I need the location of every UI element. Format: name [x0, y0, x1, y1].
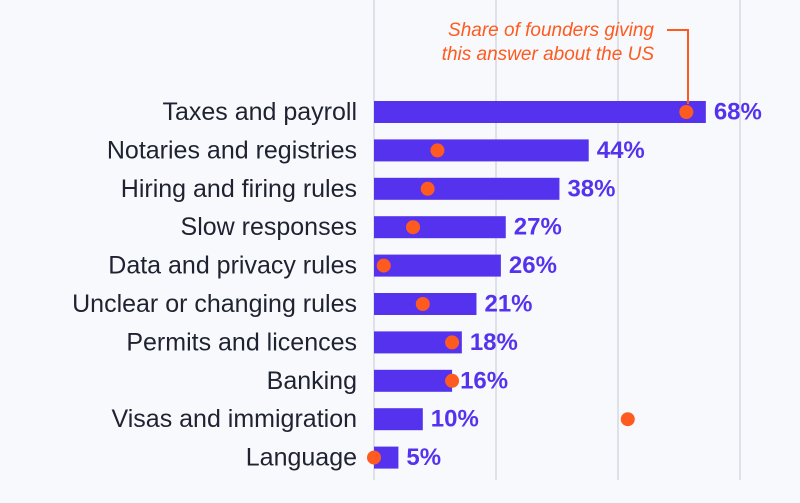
category-label: Banking — [267, 367, 357, 395]
us-dot — [445, 373, 460, 388]
category-label: Unclear or changing rules — [72, 290, 357, 318]
bar — [374, 446, 399, 469]
bar — [374, 216, 506, 239]
annotation-text-line-2: this answer about the US — [442, 44, 655, 65]
value-label: 16% — [460, 367, 508, 394]
us-dot — [376, 258, 391, 273]
value-label: 27% — [514, 214, 562, 241]
bar — [374, 331, 462, 354]
category-label: Permits and licences — [126, 328, 357, 356]
value-label: 26% — [509, 252, 557, 279]
category-label: Notaries and registries — [107, 136, 357, 164]
category-label: Data and privacy rules — [108, 252, 357, 280]
us-dot — [415, 297, 430, 311]
grid-layer — [373, 0, 741, 480]
bar — [374, 408, 423, 431]
us-dot — [367, 450, 381, 465]
value-label: 10% — [431, 406, 479, 433]
value-label: 5% — [406, 444, 441, 471]
bar-layer: Taxes and payroll 68% Notaries and registr… — [72, 98, 762, 472]
value-label: 44% — [597, 137, 645, 164]
bar — [374, 177, 560, 200]
annotation: Share of founders giving this answer abo… — [442, 20, 689, 104]
us-dot — [406, 220, 421, 235]
annotation-leader-line — [667, 29, 689, 104]
category-label: Slow responses — [181, 213, 357, 241]
value-label: 21% — [484, 291, 532, 318]
us-dot — [420, 181, 435, 196]
us-dot — [430, 143, 445, 158]
category-label: Taxes and payroll — [162, 98, 357, 126]
category-label: Hiring and firing rules — [121, 175, 357, 203]
category-label: Visas and immigration — [112, 405, 357, 433]
annotation-text-line-1: Share of founders giving — [448, 20, 654, 41]
value-label: 18% — [470, 329, 518, 356]
us-dot — [679, 105, 694, 119]
bar — [374, 369, 453, 392]
us-dot — [445, 335, 460, 350]
bar — [374, 254, 501, 277]
category-label: Language — [246, 444, 357, 472]
value-label: 38% — [567, 175, 615, 202]
bar — [374, 139, 589, 162]
bar — [374, 101, 706, 123]
us-dot — [620, 412, 635, 427]
value-label: 68% — [714, 99, 762, 126]
dot-layer — [367, 105, 694, 465]
